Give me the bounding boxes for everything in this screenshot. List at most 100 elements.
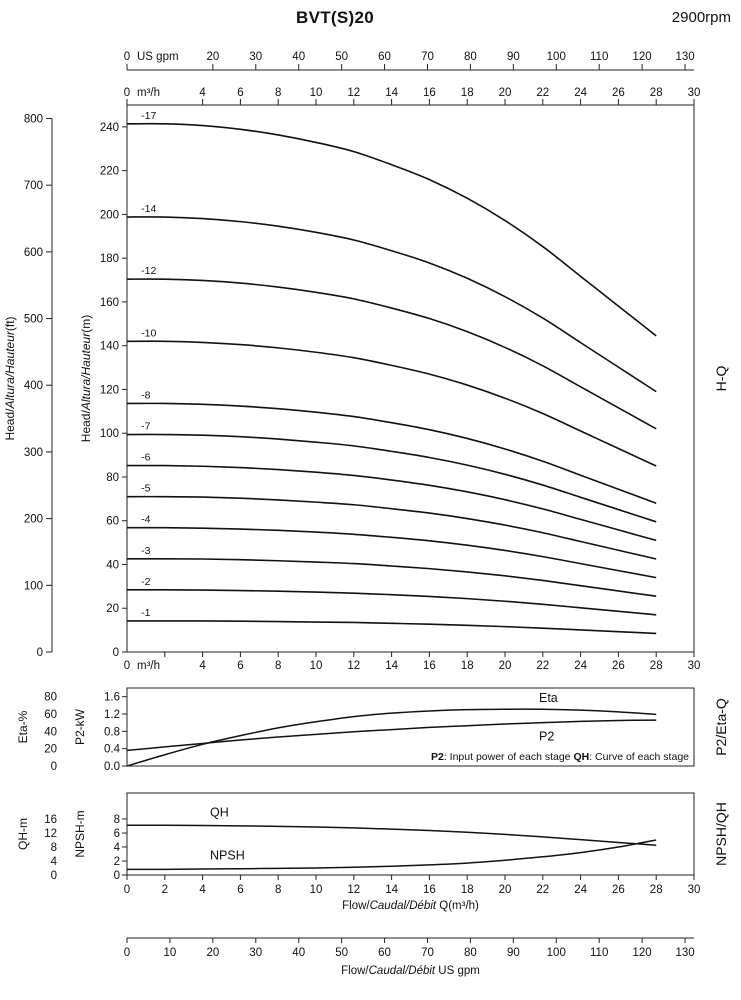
- curve-label-stage-4: -4: [141, 514, 150, 526]
- tick-label: 0: [114, 870, 120, 882]
- tick-label: 18: [461, 660, 474, 672]
- axis-title-head-ft: Head/Altura/Hauteur(ft): [3, 316, 17, 440]
- curve-label-stage-12: -12: [141, 265, 156, 277]
- tick-label: 14: [385, 660, 398, 672]
- tick-label: 20: [499, 87, 512, 99]
- tick-label: 16: [44, 814, 57, 826]
- tick-label: 100: [547, 947, 566, 959]
- tick-label: 100: [100, 428, 119, 440]
- curve-stage-12: [126, 278, 657, 430]
- tick-label: 70: [421, 947, 434, 959]
- tick-label: 80: [464, 947, 477, 959]
- tick-label: 140: [100, 341, 119, 353]
- tick-label: 24: [574, 660, 587, 672]
- tick-label: 20: [499, 660, 512, 672]
- axis-title-eta: Eta-%: [16, 710, 30, 743]
- curve-label-stage-1: -1: [141, 607, 150, 619]
- tick-label: 12: [44, 828, 57, 840]
- section-label-npshqh: NPSH/QH: [713, 802, 729, 866]
- top-gpm-unit-label: US gpm: [137, 51, 179, 63]
- tick-label: 28: [650, 884, 663, 896]
- tick-label: 0: [113, 647, 119, 659]
- tick-label: 130: [675, 51, 694, 63]
- p2eta-plot-frame: [126, 687, 695, 767]
- axis-title-head-m: Head/Altura/Hauteur(m): [79, 315, 93, 442]
- tick-label: 18: [461, 87, 474, 99]
- curve-label-stage-7: -7: [141, 421, 150, 433]
- curve-stage-10: [126, 340, 657, 467]
- tick-label: 26: [612, 87, 625, 99]
- tick-label: 180: [100, 253, 119, 265]
- tick-label: 110: [590, 51, 608, 63]
- tick-label: 14: [385, 884, 398, 896]
- tick-label: 30: [249, 51, 262, 63]
- curve-stage-2: [126, 589, 657, 616]
- axis-title-flow-m3h: Flow/Caudal/Débit Q(m³/h): [342, 900, 479, 912]
- tick-label: 50: [335, 51, 348, 63]
- tick-label: 200: [24, 514, 43, 526]
- curve-label-stage-17: -17: [141, 110, 156, 122]
- tick-label: 4: [51, 856, 58, 868]
- tick-label: 40: [292, 51, 305, 63]
- top-m3h-unit-label: m³/h: [137, 87, 160, 99]
- tick-label: 240: [100, 122, 119, 134]
- tick-label: 120: [100, 384, 119, 396]
- tick-label: 1.2: [104, 709, 120, 721]
- tick-label: 28: [650, 660, 663, 672]
- curve-label-stage-8: -8: [141, 389, 150, 401]
- tick-label: 2: [114, 856, 120, 868]
- tick-label: 110: [590, 947, 608, 959]
- tick-label: 0.0: [104, 761, 120, 773]
- note-p2-qh: P2: Input power of each stage QH: Curve …: [431, 751, 689, 763]
- tick-label: 6: [237, 87, 243, 99]
- curve-p2: [126, 719, 657, 752]
- tick-label: 0: [124, 87, 130, 99]
- tick-label: 10: [164, 947, 177, 959]
- curve-label-npsh: NPSH: [210, 848, 245, 862]
- tick-label: 160: [100, 297, 119, 309]
- hq-plot-frame: [126, 104, 695, 653]
- tick-label: 26: [612, 884, 625, 896]
- tick-label: 10: [310, 660, 323, 672]
- tick-label: 2: [162, 884, 168, 896]
- curve-label-stage-2: -2: [141, 576, 150, 588]
- curve-label-eta: Eta: [539, 691, 558, 705]
- tick-label: 6: [114, 828, 120, 840]
- tick-label: 8: [275, 87, 281, 99]
- tick-label: 60: [378, 947, 391, 959]
- tick-label: 100: [547, 51, 566, 63]
- tick-label: 100: [24, 580, 43, 592]
- tick-label: 0: [124, 947, 130, 959]
- tick-label: 26: [612, 660, 625, 672]
- tick-label: 60: [44, 709, 57, 721]
- tick-label: 70: [421, 51, 434, 63]
- rpm-label: 2900rpm: [671, 9, 731, 26]
- tick-label: 400: [24, 380, 43, 392]
- tick-label: 4: [199, 87, 206, 99]
- tick-label: 30: [688, 660, 701, 672]
- tick-label: 500: [24, 314, 43, 326]
- axis-title-qh: QH-m: [16, 818, 30, 850]
- tick-label: 8: [51, 842, 57, 854]
- tick-label: 20: [106, 603, 119, 615]
- tick-label: 24: [574, 87, 587, 99]
- tick-label: 130: [675, 947, 694, 959]
- tick-label: 40: [44, 726, 57, 738]
- curve-npsh: [126, 839, 657, 871]
- tick-label: 90: [507, 51, 520, 63]
- tick-label: 800: [24, 113, 43, 125]
- tick-label: 80: [464, 51, 477, 63]
- tick-label: 0: [51, 870, 57, 882]
- tick-label: 22: [536, 660, 549, 672]
- tick-label: 200: [100, 209, 119, 221]
- tick-label: 4: [199, 884, 206, 896]
- axis-title-npsh: NPSH-m: [73, 810, 87, 857]
- tick-label: 22: [536, 87, 549, 99]
- tick-label: 1.6: [104, 692, 120, 704]
- tick-label: 6: [237, 884, 243, 896]
- curve-stage-4: [126, 526, 657, 579]
- tick-label: 0: [51, 761, 57, 773]
- curve-stage-3: [126, 557, 657, 597]
